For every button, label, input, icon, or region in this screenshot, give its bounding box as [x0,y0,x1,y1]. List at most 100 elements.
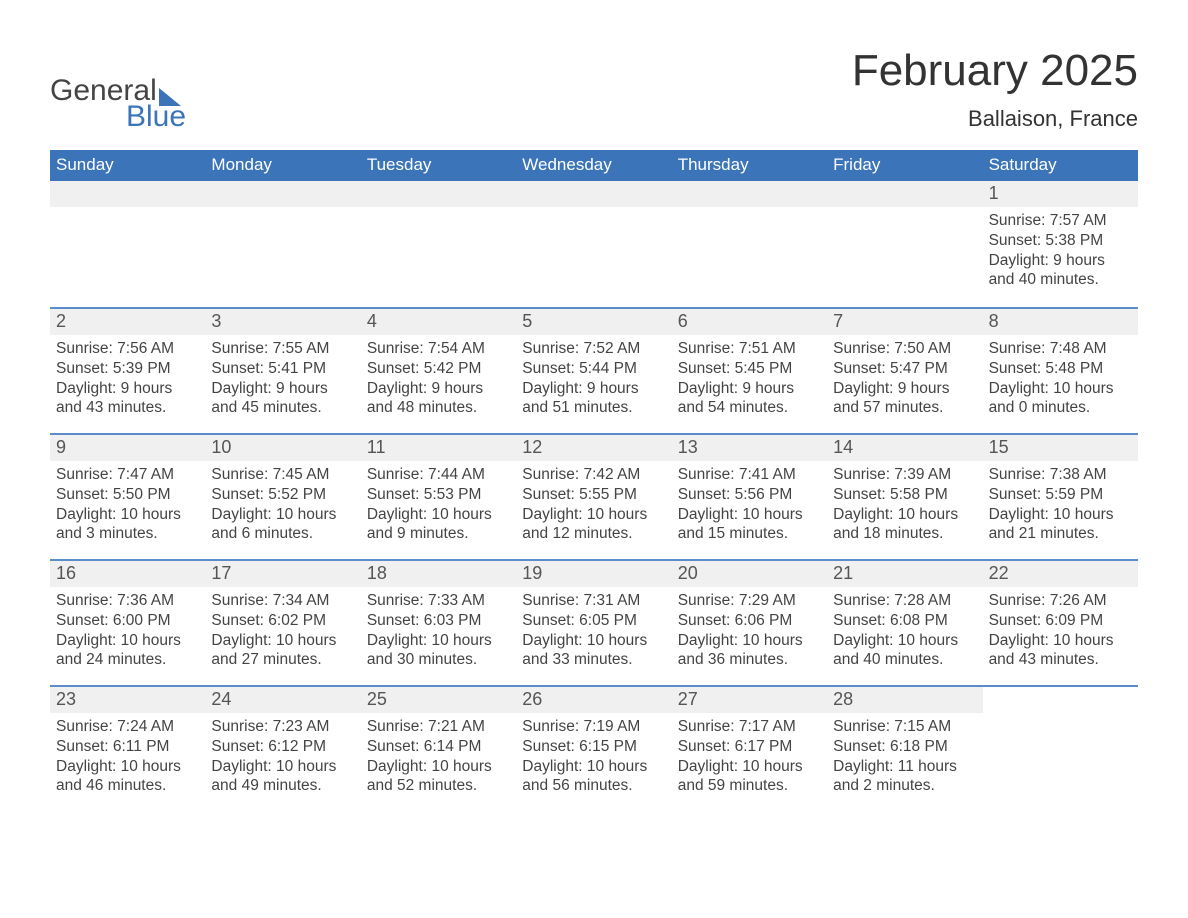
daylight-text: Daylight: 10 hours and 49 minutes. [211,757,354,797]
sunrise-text: Sunrise: 7:34 AM [211,591,354,611]
sunrise-text: Sunrise: 7:50 AM [833,339,976,359]
sunrise-text: Sunrise: 7:29 AM [678,591,821,611]
sunset-text: Sunset: 5:56 PM [678,485,821,505]
daylight-text: Daylight: 10 hours and 59 minutes. [678,757,821,797]
day-number: 5 [516,309,671,335]
sunset-text: Sunset: 6:14 PM [367,737,510,757]
sunrise-text: Sunrise: 7:33 AM [367,591,510,611]
location-subtitle: Ballaison, France [852,106,1138,132]
day-of-week-header: SundayMondayTuesdayWednesdayThursdayFrid… [50,150,1138,181]
day-number: 14 [827,435,982,461]
daylight-text: Daylight: 11 hours and 2 minutes. [833,757,976,797]
sunrise-text: Sunrise: 7:48 AM [989,339,1132,359]
daylight-text: Daylight: 9 hours and 43 minutes. [56,379,199,419]
daylight-text: Daylight: 10 hours and 56 minutes. [522,757,665,797]
sunrise-text: Sunrise: 7:23 AM [211,717,354,737]
dow-label: Wednesday [516,150,671,181]
sunrise-text: Sunrise: 7:41 AM [678,465,821,485]
daylight-text: Daylight: 10 hours and 9 minutes. [367,505,510,545]
calendar-week: 1Sunrise: 7:57 AMSunset: 5:38 PMDaylight… [50,181,1138,307]
daylight-text: Daylight: 10 hours and 46 minutes. [56,757,199,797]
page-heading: February 2025 Ballaison, France [852,46,1138,132]
sunset-text: Sunset: 6:17 PM [678,737,821,757]
calendar-day: 2Sunrise: 7:56 AMSunset: 5:39 PMDaylight… [50,309,205,433]
calendar-day-empty [205,181,360,307]
brand-word-2: Blue [126,102,186,132]
day-number: 12 [516,435,671,461]
sunset-text: Sunset: 5:45 PM [678,359,821,379]
sunset-text: Sunset: 5:44 PM [522,359,665,379]
sunset-text: Sunset: 6:15 PM [522,737,665,757]
daylight-text: Daylight: 10 hours and 6 minutes. [211,505,354,545]
sunrise-text: Sunrise: 7:47 AM [56,465,199,485]
day-number: 16 [50,561,205,587]
sunset-text: Sunset: 5:50 PM [56,485,199,505]
daylight-text: Daylight: 10 hours and 21 minutes. [989,505,1132,545]
calendar-day: 17Sunrise: 7:34 AMSunset: 6:02 PMDayligh… [205,561,360,685]
sunrise-text: Sunrise: 7:38 AM [989,465,1132,485]
daylight-text: Daylight: 9 hours and 40 minutes. [989,251,1132,291]
day-number: 18 [361,561,516,587]
calendar-day: 6Sunrise: 7:51 AMSunset: 5:45 PMDaylight… [672,309,827,433]
sunset-text: Sunset: 6:18 PM [833,737,976,757]
daylight-text: Daylight: 9 hours and 54 minutes. [678,379,821,419]
day-number: 4 [361,309,516,335]
calendar-day: 16Sunrise: 7:36 AMSunset: 6:00 PMDayligh… [50,561,205,685]
calendar-week: 23Sunrise: 7:24 AMSunset: 6:11 PMDayligh… [50,685,1138,811]
sunrise-text: Sunrise: 7:57 AM [989,211,1132,231]
sunset-text: Sunset: 5:47 PM [833,359,976,379]
daylight-text: Daylight: 10 hours and 24 minutes. [56,631,199,671]
dow-label: Friday [827,150,982,181]
sunrise-text: Sunrise: 7:55 AM [211,339,354,359]
calendar-week: 2Sunrise: 7:56 AMSunset: 5:39 PMDaylight… [50,307,1138,433]
day-number [205,181,360,207]
calendar-day: 11Sunrise: 7:44 AMSunset: 5:53 PMDayligh… [361,435,516,559]
sunrise-text: Sunrise: 7:51 AM [678,339,821,359]
calendar-day: 4Sunrise: 7:54 AMSunset: 5:42 PMDaylight… [361,309,516,433]
calendar-day-empty [361,181,516,307]
day-number: 25 [361,687,516,713]
sunset-text: Sunset: 5:48 PM [989,359,1132,379]
sunrise-text: Sunrise: 7:26 AM [989,591,1132,611]
daylight-text: Daylight: 9 hours and 57 minutes. [833,379,976,419]
day-number: 10 [205,435,360,461]
sunset-text: Sunset: 5:42 PM [367,359,510,379]
daylight-text: Daylight: 10 hours and 36 minutes. [678,631,821,671]
daylight-text: Daylight: 10 hours and 12 minutes. [522,505,665,545]
calendar-day: 12Sunrise: 7:42 AMSunset: 5:55 PMDayligh… [516,435,671,559]
day-number: 22 [983,561,1138,587]
day-number [361,181,516,207]
dow-label: Thursday [672,150,827,181]
sunset-text: Sunset: 5:52 PM [211,485,354,505]
calendar-day: 14Sunrise: 7:39 AMSunset: 5:58 PMDayligh… [827,435,982,559]
day-number: 26 [516,687,671,713]
brand-logo: General Blue [50,70,186,132]
calendar-day-empty [672,181,827,307]
day-number: 24 [205,687,360,713]
day-number: 9 [50,435,205,461]
daylight-text: Daylight: 10 hours and 40 minutes. [833,631,976,671]
calendar-day: 5Sunrise: 7:52 AMSunset: 5:44 PMDaylight… [516,309,671,433]
sunset-text: Sunset: 5:55 PM [522,485,665,505]
calendar-day: 22Sunrise: 7:26 AMSunset: 6:09 PMDayligh… [983,561,1138,685]
calendar-day: 9Sunrise: 7:47 AMSunset: 5:50 PMDaylight… [50,435,205,559]
dow-label: Saturday [983,150,1138,181]
day-number: 23 [50,687,205,713]
calendar-day: 21Sunrise: 7:28 AMSunset: 6:08 PMDayligh… [827,561,982,685]
calendar-day: 24Sunrise: 7:23 AMSunset: 6:12 PMDayligh… [205,687,360,811]
sunrise-text: Sunrise: 7:19 AM [522,717,665,737]
sunrise-text: Sunrise: 7:44 AM [367,465,510,485]
sunset-text: Sunset: 6:00 PM [56,611,199,631]
calendar-week: 16Sunrise: 7:36 AMSunset: 6:00 PMDayligh… [50,559,1138,685]
calendar-day: 8Sunrise: 7:48 AMSunset: 5:48 PMDaylight… [983,309,1138,433]
calendar-day: 1Sunrise: 7:57 AMSunset: 5:38 PMDaylight… [983,181,1138,307]
calendar-day: 25Sunrise: 7:21 AMSunset: 6:14 PMDayligh… [361,687,516,811]
sunset-text: Sunset: 5:39 PM [56,359,199,379]
day-number: 15 [983,435,1138,461]
day-number: 21 [827,561,982,587]
day-number: 13 [672,435,827,461]
sunset-text: Sunset: 6:02 PM [211,611,354,631]
sunset-text: Sunset: 6:05 PM [522,611,665,631]
calendar-day: 20Sunrise: 7:29 AMSunset: 6:06 PMDayligh… [672,561,827,685]
sunset-text: Sunset: 5:38 PM [989,231,1132,251]
